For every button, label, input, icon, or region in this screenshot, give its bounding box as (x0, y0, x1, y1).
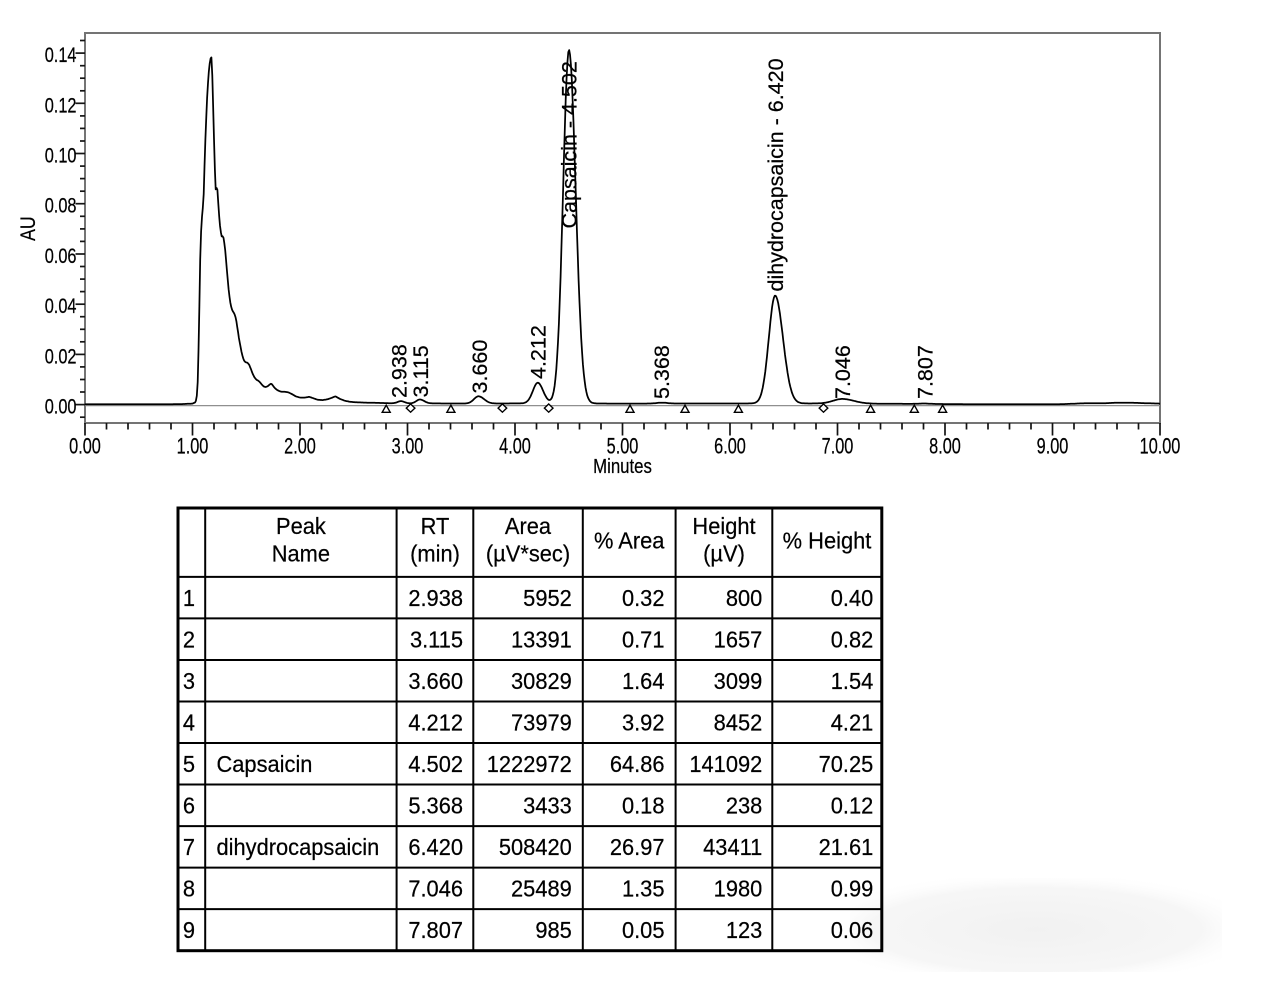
svg-text:985: 985 (535, 916, 571, 943)
svg-text:6: 6 (183, 792, 195, 819)
svg-text:6.00: 6.00 (714, 434, 746, 459)
svg-text:0.05: 0.05 (622, 916, 665, 943)
svg-text:7: 7 (183, 833, 195, 860)
svg-text:4.502: 4.502 (408, 750, 463, 777)
svg-text:3.115: 3.115 (410, 626, 463, 653)
svg-text:7.807: 7.807 (408, 916, 463, 943)
svg-text:5.368: 5.368 (408, 792, 463, 819)
svg-text:Capsaicin - 4.502: Capsaicin - 4.502 (557, 61, 581, 228)
svg-text:0.04: 0.04 (45, 295, 77, 319)
svg-text:0.40: 0.40 (831, 584, 874, 611)
svg-text:1657: 1657 (714, 626, 763, 653)
svg-text:73979: 73979 (511, 709, 572, 736)
svg-text:238: 238 (726, 792, 762, 819)
svg-text:1222972: 1222972 (487, 750, 572, 777)
svg-text:0.71: 0.71 (622, 626, 665, 653)
svg-text:0.06: 0.06 (45, 245, 77, 269)
svg-text:25489: 25489 (511, 875, 572, 902)
svg-text:7.807: 7.807 (914, 345, 938, 399)
svg-text:0.82: 0.82 (831, 626, 874, 653)
svg-text:0.06: 0.06 (831, 916, 874, 943)
svg-text:1.64: 1.64 (622, 667, 665, 694)
svg-text:2.00: 2.00 (284, 434, 316, 459)
svg-text:70.25: 70.25 (819, 750, 874, 777)
svg-text:800: 800 (726, 584, 762, 611)
svg-text:0.00: 0.00 (45, 396, 77, 420)
svg-text:(min): (min) (410, 540, 460, 567)
svg-text:RT: RT (421, 512, 450, 539)
svg-text:Minutes: Minutes (593, 455, 652, 478)
svg-text:3.660: 3.660 (408, 667, 463, 694)
svg-text:(µV): (µV) (703, 540, 745, 567)
svg-text:1980: 1980 (714, 875, 763, 902)
svg-text:10.00: 10.00 (1140, 434, 1181, 459)
svg-text:7.00: 7.00 (822, 434, 854, 459)
svg-text:3.660: 3.660 (468, 340, 492, 394)
svg-text:2.938: 2.938 (388, 344, 412, 398)
svg-text:30829: 30829 (511, 667, 572, 694)
svg-text:5.00: 5.00 (607, 434, 639, 459)
svg-text:141092: 141092 (689, 750, 762, 777)
svg-text:2.938: 2.938 (408, 584, 463, 611)
svg-text:0.99: 0.99 (831, 875, 874, 902)
svg-text:Peak: Peak (276, 512, 326, 539)
svg-text:Area: Area (505, 512, 552, 539)
svg-text:Height: Height (692, 512, 756, 539)
svg-text:Capsaicin: Capsaicin (217, 750, 313, 777)
svg-text:1.35: 1.35 (622, 875, 665, 902)
svg-text:% Height: % Height (783, 527, 872, 554)
svg-text:64.86: 64.86 (610, 750, 665, 777)
svg-text:5: 5 (183, 750, 195, 777)
svg-text:Name: Name (272, 540, 330, 567)
svg-text:2: 2 (183, 626, 195, 653)
svg-text:AU: AU (16, 216, 40, 240)
svg-text:3: 3 (183, 667, 195, 694)
svg-text:508420: 508420 (499, 833, 572, 860)
svg-text:3433: 3433 (523, 792, 572, 819)
svg-text:3.92: 3.92 (622, 709, 665, 736)
svg-text:3.00: 3.00 (392, 434, 424, 459)
svg-text:7.046: 7.046 (408, 875, 463, 902)
svg-text:0.02: 0.02 (45, 345, 77, 369)
svg-text:0.12: 0.12 (45, 94, 77, 118)
svg-text:21.61: 21.61 (819, 833, 874, 860)
svg-text:dihydrocapsaicin - 6.420: dihydrocapsaicin - 6.420 (764, 58, 788, 291)
svg-text:0.32: 0.32 (622, 584, 665, 611)
svg-text:0.00: 0.00 (69, 434, 101, 459)
svg-text:8452: 8452 (714, 709, 763, 736)
svg-text:9.00: 9.00 (1037, 434, 1069, 459)
svg-text:4.212: 4.212 (408, 709, 463, 736)
svg-text:0.08: 0.08 (45, 195, 77, 219)
svg-text:5952: 5952 (523, 584, 572, 611)
svg-text:4.212: 4.212 (527, 325, 551, 379)
svg-text:(µV*sec): (µV*sec) (486, 540, 570, 567)
svg-text:8.00: 8.00 (929, 434, 961, 459)
svg-text:43411: 43411 (703, 833, 762, 860)
svg-text:dihydrocapsaicin: dihydrocapsaicin (217, 833, 380, 860)
svg-text:4.00: 4.00 (499, 434, 531, 459)
svg-text:4.21: 4.21 (831, 709, 874, 736)
svg-text:123: 123 (726, 916, 762, 943)
svg-text:6.420: 6.420 (408, 833, 463, 860)
svg-text:3.115: 3.115 (409, 345, 433, 397)
svg-text:5.368: 5.368 (650, 345, 674, 399)
svg-text:9: 9 (183, 916, 195, 943)
svg-text:1: 1 (183, 584, 195, 611)
svg-text:0.12: 0.12 (831, 792, 874, 819)
svg-text:3099: 3099 (714, 667, 763, 694)
svg-text:0.18: 0.18 (622, 792, 665, 819)
svg-text:% Area: % Area (594, 527, 665, 554)
svg-text:7.046: 7.046 (831, 345, 855, 399)
svg-text:4: 4 (183, 709, 195, 736)
svg-text:1.00: 1.00 (177, 434, 209, 459)
svg-text:13391: 13391 (511, 626, 572, 653)
svg-text:8: 8 (183, 875, 195, 902)
svg-text:26.97: 26.97 (610, 833, 665, 860)
svg-text:1.54: 1.54 (831, 667, 874, 694)
svg-text:0.14: 0.14 (45, 44, 77, 68)
svg-text:0.10: 0.10 (45, 144, 77, 168)
